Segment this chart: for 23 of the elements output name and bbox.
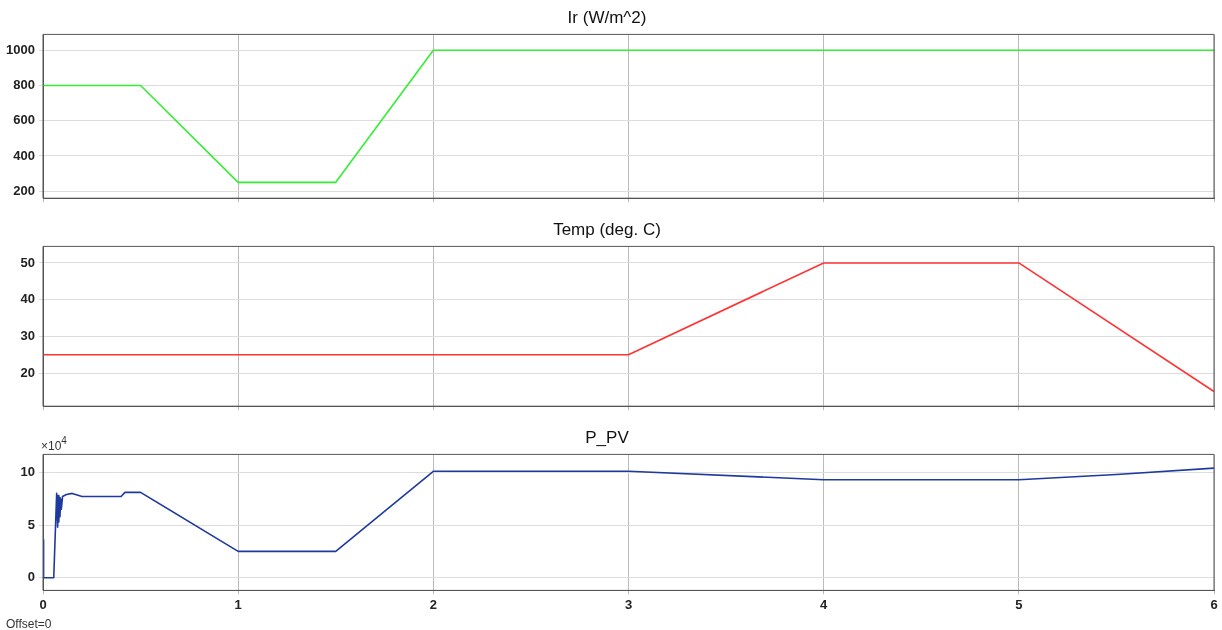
y-tick-label: 40 — [20, 291, 35, 307]
chart-title: P_PV — [585, 427, 630, 447]
y-tick-label: 200 — [13, 182, 35, 198]
y-tick-label: 10 — [20, 463, 35, 479]
x-tick-label: 5 — [1015, 596, 1023, 612]
y-tick-label: 600 — [13, 112, 35, 128]
y-tick-label: 1000 — [6, 41, 35, 57]
x-tick-label: 0 — [39, 596, 47, 612]
x-tick-label: 2 — [429, 596, 437, 612]
chart-title: Ir (W/m^2) — [567, 7, 647, 27]
x-tick-label: 6 — [1210, 596, 1218, 612]
y-tick-label: 0 — [27, 569, 35, 585]
chart-title: Temp (deg. C) — [553, 219, 661, 239]
y-tick-label: 400 — [13, 147, 35, 163]
y-tick-label: 20 — [20, 364, 35, 380]
text: Offset=0 — [6, 617, 52, 630]
x-tick-label: 4 — [820, 596, 829, 612]
y-tick-label: 30 — [20, 327, 35, 343]
y-tick-label: 800 — [13, 77, 35, 93]
x-tick-label: 1 — [234, 596, 242, 612]
y-tick-label: 50 — [20, 254, 35, 270]
y-tick-label: 5 — [27, 516, 35, 532]
x-tick-label: 3 — [624, 596, 633, 612]
